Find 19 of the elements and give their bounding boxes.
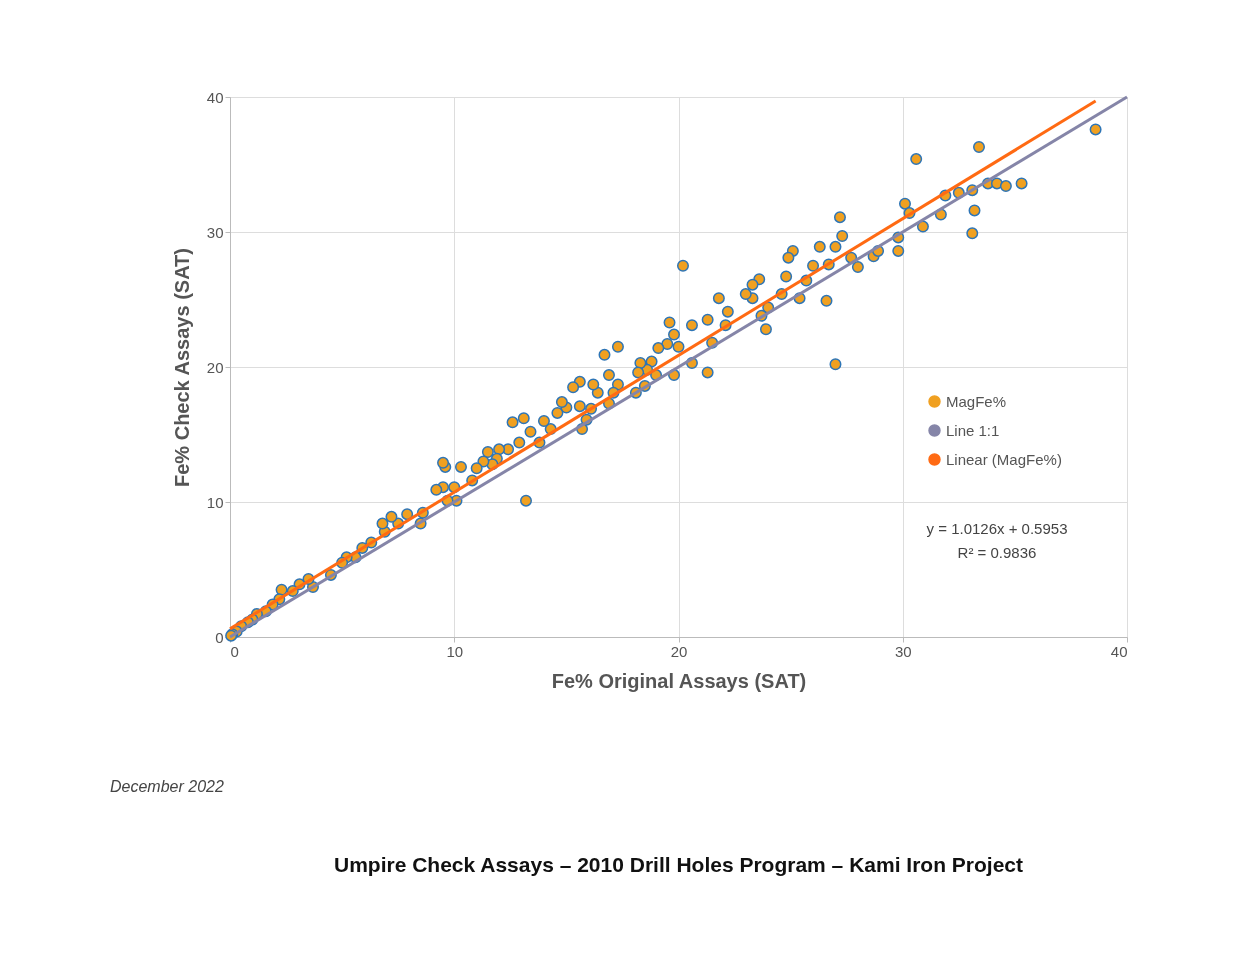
x-tick-label: 20 — [670, 642, 688, 660]
text: Umpire Check Assays – 2010 Drill Holes Program – Kami Iron Project — [333, 853, 1024, 876]
y-tick-label: 30 — [206, 223, 224, 241]
y-axis-title: Fe% Check Assays (SAT) — [170, 248, 193, 487]
x-tick-label: 30 — [894, 642, 912, 660]
x-tick-label: 10 — [446, 642, 464, 660]
annotation: y = 1.0126x + 0.5953 — [926, 520, 1068, 537]
x-tick-label: 40 — [1110, 642, 1128, 660]
legend-label: MagFe% — [946, 392, 1007, 410]
legend-label: Linear (MagFe%) — [946, 450, 1062, 468]
y-tick-label: 20 — [206, 358, 224, 376]
x-axis-title: Fe% Original Assays (SAT) — [551, 669, 807, 692]
y-tick-label: 10 — [206, 493, 224, 511]
y-tick-label: 40 — [206, 88, 224, 106]
annotation: R² = 0.9836 — [957, 544, 1037, 561]
legend-label: Line 1:1 — [946, 421, 1000, 439]
y-tick-label: 0 — [215, 628, 224, 646]
x-tick-label: 0 — [230, 642, 239, 660]
text: December 2022 — [110, 778, 224, 795]
